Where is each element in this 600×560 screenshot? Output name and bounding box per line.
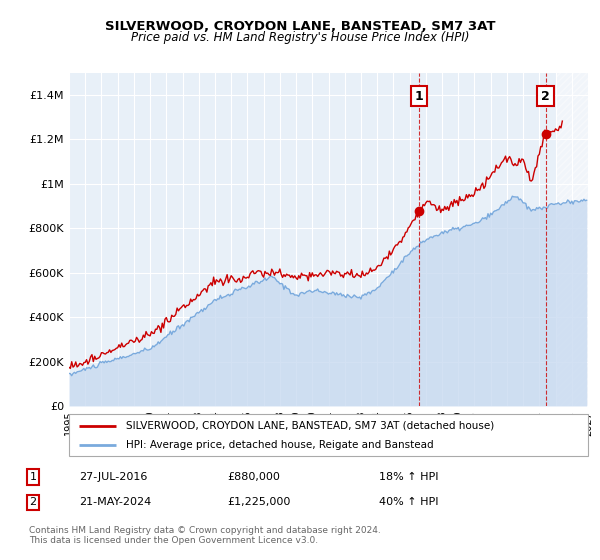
Text: 18% ↑ HPI: 18% ↑ HPI — [379, 472, 438, 482]
Text: £880,000: £880,000 — [227, 472, 280, 482]
Text: 21-MAY-2024: 21-MAY-2024 — [79, 497, 151, 507]
Text: 2: 2 — [29, 497, 37, 507]
Text: £1,225,000: £1,225,000 — [227, 497, 291, 507]
Text: 1: 1 — [29, 472, 37, 482]
Text: 40% ↑ HPI: 40% ↑ HPI — [379, 497, 438, 507]
Text: SILVERWOOD, CROYDON LANE, BANSTEAD, SM7 3AT: SILVERWOOD, CROYDON LANE, BANSTEAD, SM7 … — [105, 20, 495, 32]
Text: 27-JUL-2016: 27-JUL-2016 — [79, 472, 148, 482]
Text: HPI: Average price, detached house, Reigate and Banstead: HPI: Average price, detached house, Reig… — [126, 440, 434, 450]
Text: SILVERWOOD, CROYDON LANE, BANSTEAD, SM7 3AT (detached house): SILVERWOOD, CROYDON LANE, BANSTEAD, SM7 … — [126, 421, 494, 431]
Text: 2: 2 — [541, 90, 550, 102]
Text: Contains HM Land Registry data © Crown copyright and database right 2024.
This d: Contains HM Land Registry data © Crown c… — [29, 526, 381, 545]
Text: Price paid vs. HM Land Registry's House Price Index (HPI): Price paid vs. HM Land Registry's House … — [131, 31, 469, 44]
Text: 1: 1 — [415, 90, 423, 102]
